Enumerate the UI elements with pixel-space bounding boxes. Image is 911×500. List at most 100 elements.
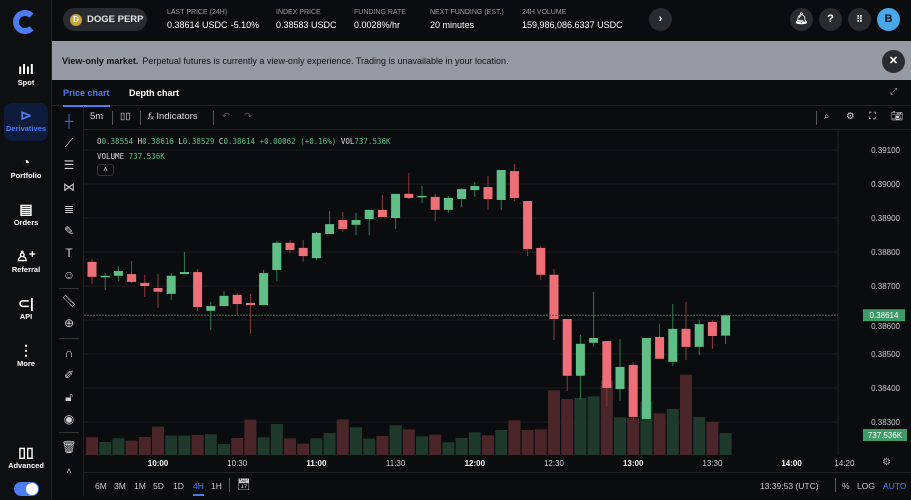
sidebar-item-more[interactable]: ⋮ More [4,338,48,376]
emoji-icon[interactable]: ☺ [62,268,76,282]
redo-icon[interactable]: ↷ [244,111,252,122]
close-banner-button[interactable]: ✕ [882,50,905,73]
crosshair-icon[interactable]: ┼ [64,114,74,128]
chart-type-candles-icon[interactable]: ▯▯ [120,111,131,122]
undo-icon[interactable]: ↶ [222,111,230,122]
tab-price-chart[interactable]: Price chart [63,88,110,107]
apps-grid-icon[interactable]: ⠿ [848,8,871,31]
interval-selector[interactable]: 5m [90,111,104,122]
fullscreen-icon[interactable]: ⛶ [869,111,876,122]
coinbase-logo[interactable] [13,10,37,34]
divider [213,111,214,125]
top-bar: D DOGE PERP LAST PRICE (24H) 0.38614 USDC … [52,0,911,40]
sidebar-item-portfolio[interactable]: ◔ Portfolio [4,150,48,188]
trend-line-icon[interactable]: ⟋ [64,136,74,150]
unlock-icon[interactable]: 🔓︎ [65,390,73,404]
candle-body [681,328,691,347]
price-tick-label: 0.39100 [871,146,900,155]
volume-label: VOLUME [97,152,125,161]
volume-bar [574,397,587,455]
time-tick-label: 11:30 [385,459,406,468]
candle-body [628,364,638,417]
time-tick-label: 10:30 [227,459,248,468]
date-range-calendar-icon[interactable]: 📅︎ [237,479,251,491]
sidebar: ılıl Spot ⊳ Derivatives ◔ Portfolio ▤ Orders ♙⁺ R… [0,0,52,500]
stat-label: INDEX PRICE [276,9,321,16]
candle-body [285,242,295,250]
tab-depth-chart[interactable]: Depth chart [129,88,180,98]
magnet-icon[interactable]: ∩ [64,346,74,360]
volume-bar [666,409,679,455]
candle-body [153,288,163,292]
candle-body [443,197,453,210]
screenshot-camera-icon[interactable]: 📷︎ [891,111,904,122]
price-tick-label: 0.38600 [871,322,900,331]
candle-body [140,282,150,286]
banner-text: Perpetual futures is currently a view-on… [142,56,509,66]
price-tick-label: 0.38400 [871,384,900,393]
range-1m[interactable]: 1M [134,481,146,491]
sidebar-item-label: Spot [17,78,35,87]
candle-body [523,201,533,249]
volume-bar [152,426,164,455]
close-value: 0.38614 [223,137,256,146]
text-icon[interactable]: T [65,246,73,260]
fib-icon[interactable]: ≣ [63,202,75,216]
avatar[interactable]: B [877,8,900,31]
volume-bar [706,421,719,455]
horizontal-lines-icon[interactable]: ☰ [63,158,75,172]
expand-icon[interactable]: ⤢ [890,86,898,96]
divider [112,111,113,125]
brush-icon[interactable]: ✎ [63,224,75,238]
sidebar-item-derivatives[interactable]: ⊳ Derivatives [4,103,48,141]
close-label: C [218,137,224,146]
lock-drawing-icon[interactable]: ✐ [63,368,75,382]
log-scale-toggle[interactable]: LOG [857,481,875,491]
collapse-tools-icon[interactable]: ˄ [66,466,72,476]
sidebar-item-spot[interactable]: ılıl Spot [4,57,48,95]
zoom-in-icon[interactable]: ⊕ [63,316,75,330]
volume-bar [416,436,428,455]
low-label: L [178,137,183,146]
settings-gear-icon[interactable]: ⚙ [846,111,855,122]
stat-value: 0.38583 USDC [276,20,337,30]
stat-label: NEXT FUNDING (EST.) [430,9,504,16]
visibility-icon[interactable]: ◉ [63,412,75,426]
scroll-stats-button[interactable]: › [649,8,672,31]
market-selector[interactable]: D DOGE PERP [63,8,147,31]
candle-body [417,195,427,198]
stat-value: 20 minutes [430,20,475,30]
range-3m[interactable]: 3M [114,481,126,491]
sidebar-item-api[interactable]: ⊂| API [4,291,48,329]
ruler-icon[interactable]: 📏︎ [61,294,77,308]
sidebar-item-referral[interactable]: ♙⁺ Referral [4,244,48,282]
price-chart[interactable]: 0.39100 0.39000 0.38900 0.38800 0.38700 0.386… [84,130,911,455]
range-5d[interactable]: 5D [153,481,164,491]
indicators-button[interactable]: fₓ Indicators [148,111,198,122]
range-1d[interactable]: 1D [173,481,184,491]
divider [59,432,79,433]
low-value: 0.38529 [182,137,215,146]
user-plus-icon: ♙⁺ [16,248,36,264]
range-1h[interactable]: 1H [211,481,222,491]
sidebar-item-orders[interactable]: ▤ Orders [4,197,48,235]
pattern-icon[interactable]: ⋈ [63,180,75,194]
utc-clock[interactable]: 13:39:53 (UTC) [760,481,819,491]
help-button[interactable]: ? [819,8,842,31]
volume-bar [323,433,336,455]
range-6m[interactable]: 6M [95,481,107,491]
advanced-toggle[interactable] [14,482,39,496]
last-price-badge [863,309,905,322]
trash-icon[interactable]: 🗑︎ [61,440,77,454]
percent-scale-toggle[interactable]: % [842,481,850,491]
candle-body [404,193,414,198]
volume-bar [508,420,521,455]
stat-value: 159,986,086.6337 USDC [522,20,623,30]
collapse-legend-button[interactable]: ˄ [97,164,114,176]
range-4h[interactable]: 4H [193,481,204,496]
compare-search-icon[interactable]: ⌕ [824,111,830,122]
notifications-bell-icon[interactable]: 🔔︎ [790,8,813,31]
axis-settings-icon[interactable]: ⚙ [882,457,891,468]
auto-scale-toggle[interactable]: AUTO [883,481,907,491]
candle-body [575,343,585,376]
